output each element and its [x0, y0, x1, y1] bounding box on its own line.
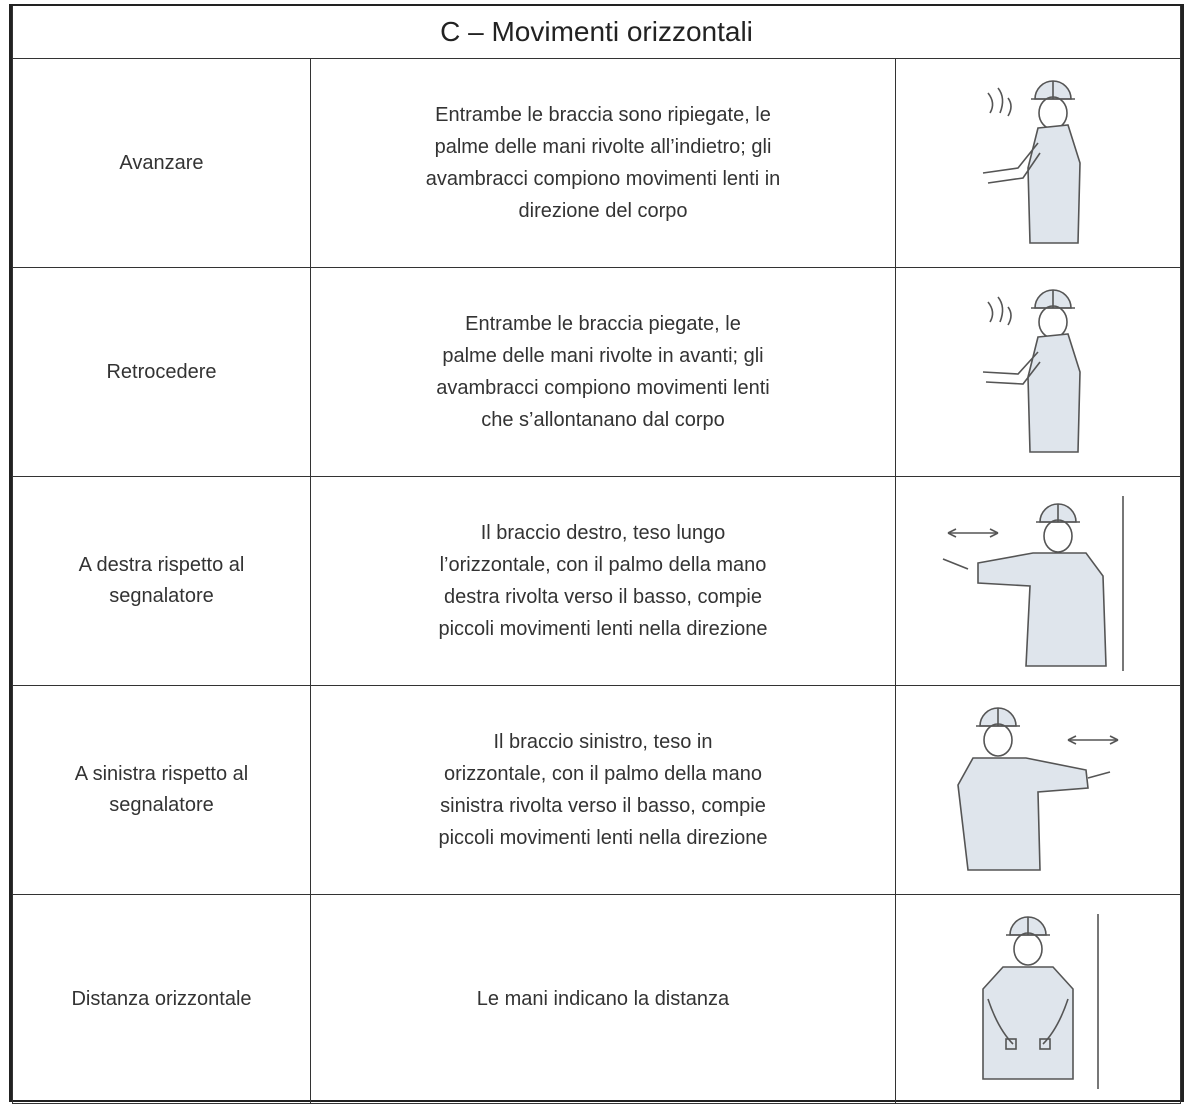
signal-figure	[895, 58, 1181, 268]
signal-name: A destra rispetto al segnalatore	[12, 476, 311, 686]
text-line: direzione del corpo	[518, 200, 688, 222]
signal-name: Avanzare	[12, 58, 311, 268]
table-row: A destra rispetto al segnalatore Il bracci…	[12, 476, 1181, 686]
table-body: Avanzare Entrambe le braccia sono ripiega…	[12, 58, 1181, 1104]
figure-illustration	[982, 289, 1081, 453]
signal-table: C – Movimenti orizzontali Avanzare Entram…	[9, 4, 1184, 1104]
signal-name: A sinistra rispetto al segnalatore	[12, 685, 311, 895]
text-line: Entrambe le braccia sono ripiegate, le	[435, 104, 771, 126]
figure-illustration	[957, 707, 1119, 871]
signal-figure	[895, 476, 1181, 686]
signal-description: Le mani indicano la distanza	[310, 894, 896, 1104]
text-line: Il braccio destro, teso lungo	[480, 522, 726, 544]
text-line: Le mani indicano la distanza	[476, 988, 730, 1010]
text-line: A sinistra rispetto al	[74, 763, 249, 785]
text-line: segnalatore	[109, 585, 214, 607]
text-line: Distanza orizzontale	[71, 987, 252, 1010]
text-line: A destra rispetto al	[78, 554, 245, 576]
signal-name: Retrocedere	[12, 267, 311, 477]
signal-description: Entrambe le braccia piegate, le palme del…	[310, 267, 896, 477]
text-line: Il braccio sinistro, teso in	[493, 731, 713, 753]
text-line: Retrocedere	[106, 360, 217, 383]
table: C – Movimenti orizzontali Avanzare Entram…	[12, 6, 1181, 1104]
figure-illustration	[982, 914, 1099, 1089]
text-line: l’orizzontale, con il palmo della mano	[439, 554, 767, 576]
signal-figure	[895, 267, 1181, 477]
text-line: orizzontale, con il palmo della mano	[444, 763, 762, 785]
signal-description: Il braccio destro, teso lungo l’orizzonta…	[310, 476, 896, 686]
text-line: Avanzare	[119, 151, 204, 174]
figure-illustration	[982, 80, 1081, 244]
text-line: destra rivolta verso il basso, compie	[444, 586, 762, 608]
text-line: palme delle mani rivolte in avanti; gli	[442, 345, 764, 367]
text-line: piccoli movimenti lenti nella direzione	[438, 827, 768, 849]
figure-illustration	[942, 496, 1124, 671]
signal-description: Il braccio sinistro, teso in orizzontale,…	[310, 685, 896, 895]
text-line: palme delle mani rivolte all’indietro; g…	[434, 136, 772, 158]
text-line: che s’allontanano dal corpo	[481, 409, 725, 431]
table-title: C – Movimenti orizzontali	[12, 6, 1181, 59]
text-line: Entrambe le braccia piegate, le	[465, 313, 741, 335]
signal-figure	[895, 685, 1181, 895]
table-row: A sinistra rispetto al segnalatore Il brac…	[12, 685, 1181, 895]
signal-name: Distanza orizzontale	[12, 894, 311, 1104]
signal-figure	[895, 894, 1181, 1104]
text-line: sinistra rivolta verso il basso, compie	[440, 795, 766, 817]
table-row: Avanzare Entrambe le braccia sono ripiega…	[12, 58, 1181, 268]
text-line: avambracci compiono movimenti lenti	[436, 377, 770, 399]
text-line: piccoli movimenti lenti nella direzione	[438, 618, 768, 640]
table-row: Distanza orizzontale Le mani indicano la …	[12, 894, 1181, 1104]
text-line: segnalatore	[109, 794, 214, 816]
table-row: Retrocedere Entrambe le braccia piegate, …	[12, 267, 1181, 477]
signal-description: Entrambe le braccia sono ripiegate, le pa…	[310, 58, 896, 268]
text-line: avambracci compiono movimenti lenti in	[425, 168, 781, 190]
